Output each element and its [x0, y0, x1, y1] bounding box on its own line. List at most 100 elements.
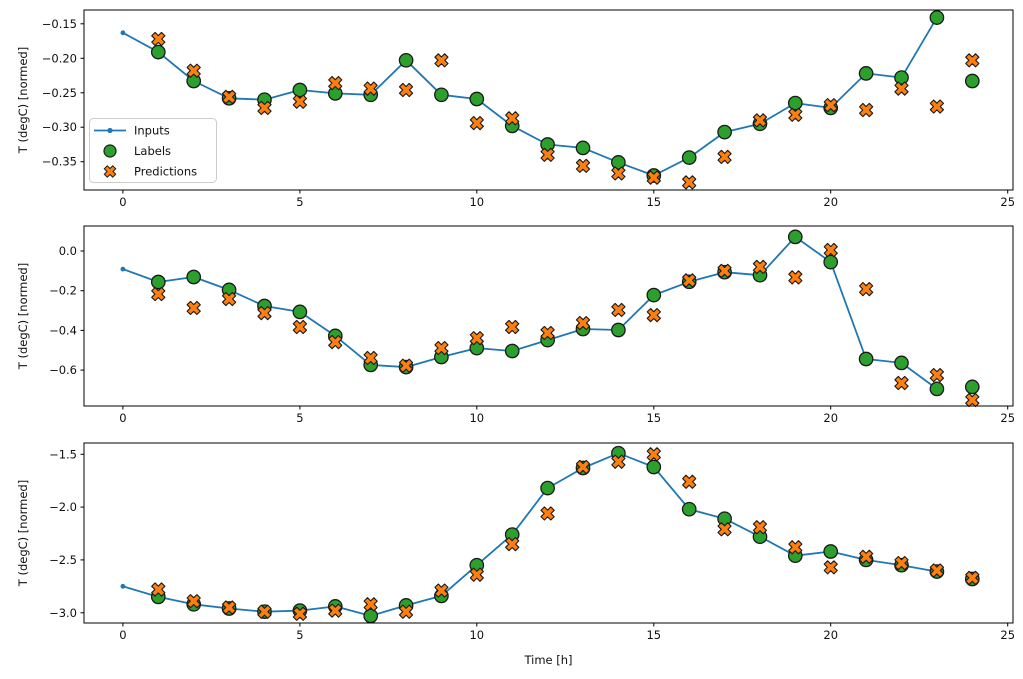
- subplot-1-prediction-marker: [221, 89, 237, 105]
- subplot-2-y-tick-label: −0.2: [49, 284, 77, 298]
- subplot-2-x-tick-label: 25: [1000, 411, 1015, 425]
- subplot-1-label-marker: [681, 150, 697, 165]
- subplot-2-label-marker: [823, 254, 839, 270]
- subplot-2-prediction-marker: [717, 263, 732, 278]
- subplot-3-prediction-marker: [611, 454, 626, 469]
- subplot-1-prediction-marker: [859, 102, 874, 118]
- subplot-2-y-axis-label: T (degC) [normed]: [16, 263, 30, 370]
- subplot-3-prediction-marker: [823, 560, 838, 575]
- legend-predictions-x-icon: [103, 165, 117, 178]
- subplot-3: 0 5 10 15 20 25 −1.5 −2.0 −2.5 −3.0 T (degC) [norm…: [16, 442, 1015, 667]
- subplot-2-x-tick-label: 15: [646, 411, 661, 425]
- subplot-2-y-tick-label: 0.0: [59, 244, 77, 258]
- subplot-1-prediction-marker: [823, 98, 838, 113]
- subplot-3-label-marker: [823, 544, 839, 559]
- subplot-2-y-tick-label: −0.6: [49, 363, 77, 377]
- subplot-1-label-marker: [398, 52, 414, 68]
- subplot-2-label-marker: [504, 343, 520, 359]
- subplot-2-prediction-marker: [434, 340, 449, 356]
- subplot-3-x-tick-label: 5: [296, 628, 303, 642]
- subplot-1-y-tick-label: −0.35: [42, 155, 77, 169]
- subplot-1-label-marker: [929, 10, 945, 25]
- subplot-3-label-marker: [540, 480, 555, 496]
- subplot-2-x-tick-label: 0: [119, 411, 126, 425]
- subplot-3-prediction-marker: [434, 583, 449, 598]
- subplot-1-label-marker: [469, 91, 485, 107]
- subplot-3-prediction-marker: [894, 555, 909, 571]
- subplot-1: 0 5 10 15 20 25 −0.15 −0.20 −0.25 −0.30 −0.35 T (de…: [16, 9, 1015, 209]
- subplot-3-prediction-marker: [575, 459, 591, 475]
- subplot-1-prediction-marker: [611, 166, 626, 181]
- subplot-1-y-tick-label: −0.20: [42, 51, 77, 65]
- subplot-1-label-marker: [611, 155, 626, 170]
- subplot-1-label-marker: [894, 70, 909, 85]
- subplot-3-label-marker: [717, 511, 732, 527]
- subplot-2-prediction-marker: [328, 334, 343, 350]
- subplot-2-x-tick-label: 5: [296, 411, 303, 425]
- subplot-3-x-tick-label: 20: [823, 628, 838, 642]
- subplot-1-label-marker: [434, 87, 449, 103]
- subplot-1-y-tick-label: −0.15: [42, 17, 77, 31]
- subplot-1-label-marker: [787, 95, 803, 111]
- subplot-2-x-tick-label: 20: [823, 411, 838, 425]
- subplot-3-y-tick-label: −2.0: [49, 500, 77, 514]
- legend-item-label: Labels: [134, 144, 171, 158]
- subplot-3-label-marker: [363, 608, 379, 624]
- subplot-2-prediction-marker: [682, 273, 697, 288]
- subplot-1-prediction-marker: [682, 175, 697, 190]
- subplot-3-input-dot: [120, 583, 126, 589]
- subplot-1-prediction-marker: [363, 81, 378, 96]
- subplot-3-prediction-marker: [929, 563, 945, 578]
- subplot-1-prediction-marker: [929, 99, 945, 114]
- subplot-3-frame: [83, 442, 1014, 624]
- subplot-3-prediction-marker: [965, 570, 980, 586]
- subplot-1-prediction-marker: [469, 115, 484, 131]
- subplot-2-label-marker: [929, 381, 945, 397]
- legend-inputs-dot-icon: [107, 127, 113, 134]
- subplot-2-prediction-marker: [151, 286, 166, 302]
- subplot-1-label-marker: [858, 66, 874, 81]
- subplot-2-prediction-marker: [575, 315, 591, 331]
- subplot-1-label-marker: [717, 124, 732, 140]
- subplot-1-x-tick-label: 25: [1000, 195, 1015, 209]
- subplot-3-prediction-marker: [292, 606, 308, 621]
- subplot-1-prediction-marker: [540, 147, 555, 162]
- subplot-3-prediction-marker: [469, 567, 484, 582]
- subplot-3-prediction-marker: [363, 597, 378, 612]
- subplot-2-prediction-marker: [186, 300, 201, 316]
- subplot-2-prediction-marker: [469, 331, 484, 346]
- subplot-1-prediction-marker: [575, 158, 591, 173]
- subplot-3-prediction-marker: [398, 604, 414, 619]
- subplot-2-prediction-marker: [257, 305, 272, 321]
- subplot-2-prediction-marker: [540, 325, 555, 341]
- subplot-2-label-marker: [292, 304, 308, 320]
- subplot-1-prediction-marker: [328, 75, 343, 91]
- subplot-3-y-axis-label: T (degC) [normed]: [16, 480, 30, 587]
- subplot-2-label-marker: [150, 274, 166, 290]
- subplot-3-prediction-marker: [257, 604, 272, 619]
- subplot-2-prediction-marker: [363, 350, 378, 366]
- subplot-2-prediction-marker: [646, 307, 661, 323]
- subplot-2-prediction-marker: [611, 302, 626, 318]
- subplot-1-y-tick-label: −0.30: [42, 120, 77, 134]
- legend-item-label: Inputs: [134, 124, 170, 138]
- subplot-2-prediction-marker: [788, 270, 803, 285]
- subplot-3-prediction-marker: [540, 506, 555, 521]
- subplot-3-prediction-marker: [788, 540, 803, 555]
- legend-item-label: Predictions: [134, 165, 197, 179]
- subplot-1-prediction-marker: [151, 31, 166, 47]
- subplot-1-label-marker: [292, 82, 308, 98]
- subplot-3-x-tick-label: 15: [646, 628, 661, 642]
- subplot-2-input-dot: [120, 266, 126, 272]
- subplot-2-prediction-marker: [398, 358, 414, 373]
- subplot-2-label-marker: [858, 351, 874, 367]
- subplot-1-prediction-marker: [894, 81, 909, 96]
- subplot-1-frame: [83, 9, 1014, 191]
- subplot-3-x-tick-label: 25: [1000, 628, 1015, 642]
- subplot-3-prediction-marker: [717, 522, 732, 537]
- subplot-2-label-marker: [787, 229, 803, 245]
- subplot-1-prediction-marker: [292, 94, 308, 109]
- subplot-1-prediction-marker: [717, 149, 732, 165]
- subplot-1-prediction-marker: [434, 53, 449, 68]
- subplot-3-y-tick-label: −2.5: [49, 553, 77, 567]
